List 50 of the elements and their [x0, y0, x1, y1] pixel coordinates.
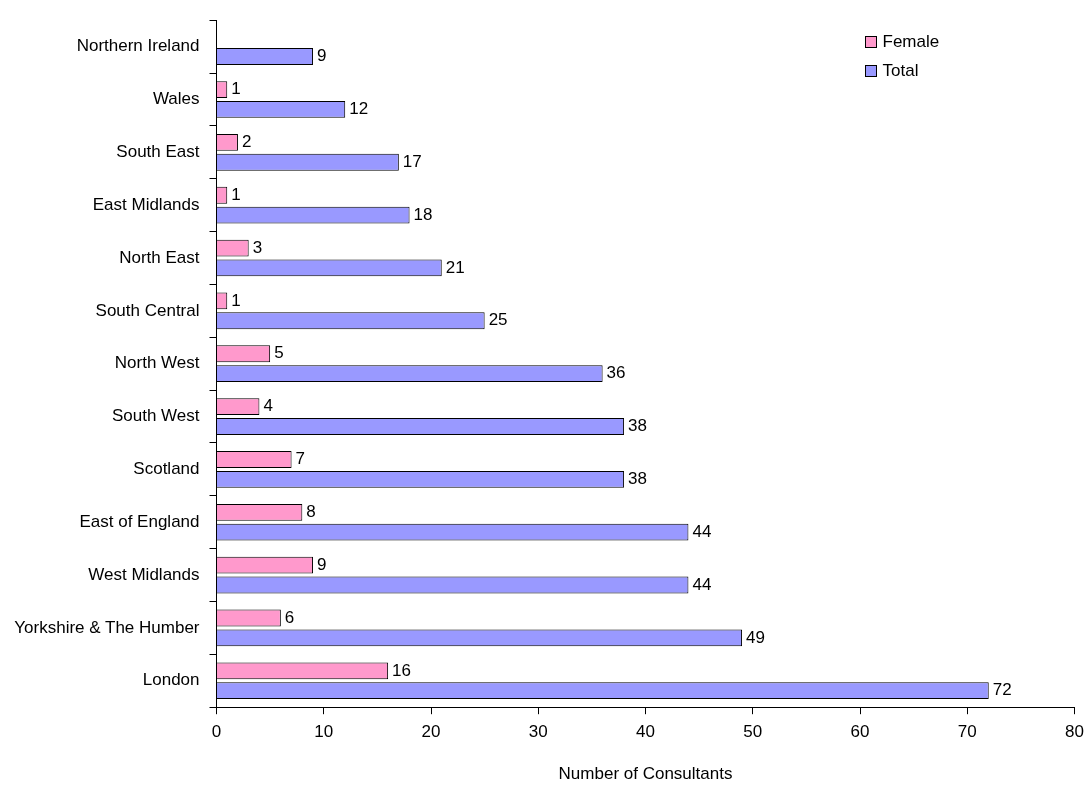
data-label: 16 [392, 660, 412, 680]
y-tick-label: Wales [152, 89, 200, 109]
data-label: 44 [692, 574, 712, 594]
x-tick-label: 70 [957, 722, 977, 742]
data-label: 1 [231, 79, 241, 99]
y-tick-label: London [142, 670, 200, 690]
data-label: 72 [992, 680, 1012, 700]
data-label: 4 [263, 396, 273, 416]
y-tick-label: Northern Ireland [76, 36, 200, 56]
data-label: 38 [628, 468, 647, 488]
x-tick-label: 50 [743, 722, 763, 742]
y-tick-label: Scotland [133, 459, 200, 479]
data-label: 9 [317, 46, 327, 66]
data-label: 17 [402, 151, 422, 171]
x-tick-label: 40 [636, 722, 655, 742]
x-tick-label: 20 [421, 722, 441, 742]
data-label: 8 [306, 502, 316, 522]
data-label: 1 [231, 184, 241, 204]
x-tick-label: 0 [211, 722, 222, 742]
data-label: 2 [241, 132, 252, 152]
y-tick-label: South East [116, 142, 200, 161]
y-tick-label: East Midlands [92, 194, 200, 214]
data-label: 9 [317, 554, 327, 574]
data-label: 3 [252, 237, 263, 257]
x-tick-label: 80 [1065, 722, 1085, 742]
data-label: 25 [488, 310, 508, 330]
y-tick-label: North West [114, 353, 200, 373]
data-label: 36 [606, 363, 626, 383]
y-tick-label: West Midlands [88, 564, 200, 584]
data-label: 5 [274, 343, 284, 363]
legend-label: Total [882, 61, 919, 82]
data-label: 38 [628, 416, 647, 436]
data-label: 12 [349, 99, 369, 119]
data-label: 21 [445, 257, 465, 277]
x-tick-label: 10 [314, 722, 334, 742]
data-label: 6 [284, 607, 295, 627]
data-label: 49 [746, 627, 765, 647]
y-tick-label: Yorkshire & The Humber [14, 617, 200, 637]
x-tick-label: 30 [528, 722, 548, 742]
y-tick-label: East of England [79, 511, 200, 531]
data-label: 7 [295, 449, 306, 469]
data-label: 44 [692, 521, 712, 541]
data-label: 1 [231, 290, 241, 310]
y-tick-label: South West [111, 406, 200, 426]
data-label: 18 [413, 204, 433, 224]
y-tick-label: North East [119, 247, 200, 267]
y-tick-label: South Central [95, 300, 200, 320]
x-axis-title: Number of Consultants [558, 764, 733, 784]
x-tick-label: 60 [850, 722, 870, 742]
legend-label: Female [882, 32, 940, 53]
